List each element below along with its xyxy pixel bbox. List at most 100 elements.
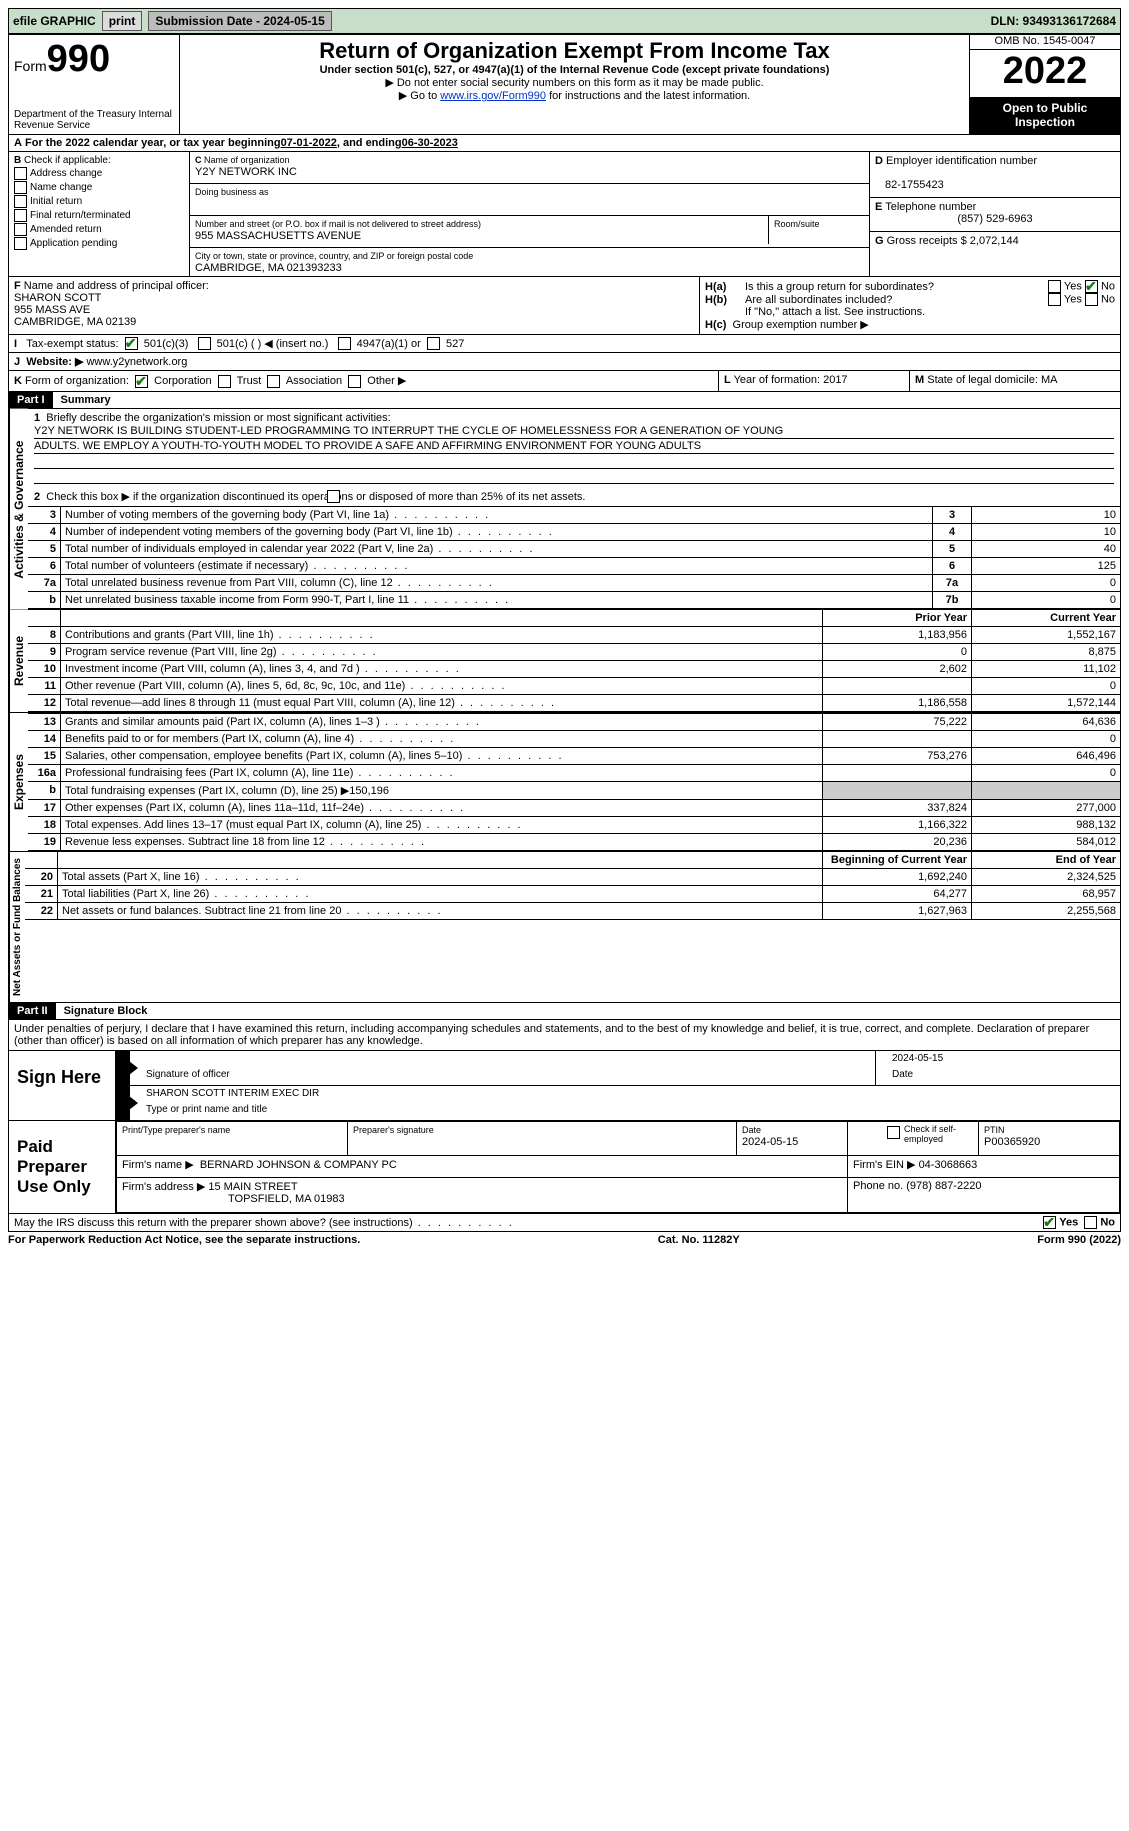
section-b-through-g: B Check if applicable: Address change Na… bbox=[8, 152, 1121, 277]
period-pre: For the 2022 calendar year, or tax year … bbox=[25, 137, 281, 149]
hb-yes-checkbox[interactable] bbox=[1048, 293, 1061, 306]
org-street: 955 MASSACHUSETTS AVENUE bbox=[195, 230, 361, 242]
net-table: Beginning of Current Year End of Year 20… bbox=[25, 852, 1120, 920]
note-ssn: Do not enter social security numbers on … bbox=[185, 76, 964, 89]
part1-gov-section: Activities & Governance 1 Briefly descri… bbox=[8, 409, 1121, 611]
efile-label: efile GRAPHIC bbox=[13, 14, 96, 28]
discuss-row: May the IRS discuss this return with the… bbox=[8, 1214, 1121, 1232]
discuss-no-checkbox[interactable] bbox=[1084, 1216, 1097, 1229]
dept-treasury: Department of the Treasury Internal Reve… bbox=[14, 109, 174, 131]
527-checkbox[interactable] bbox=[427, 337, 440, 350]
vert-revenue: Revenue bbox=[9, 610, 28, 712]
corp-checkbox[interactable] bbox=[135, 375, 148, 388]
name-change-checkbox[interactable] bbox=[14, 181, 27, 194]
row-k-l-m: K Form of organization: Corporation Trus… bbox=[8, 371, 1121, 392]
ha-yes-checkbox[interactable] bbox=[1048, 280, 1061, 293]
exp-table: 13 Grants and similar amounts paid (Part… bbox=[28, 713, 1120, 851]
pointer-icon bbox=[116, 1086, 130, 1120]
gov-table: 3 Number of voting members of the govern… bbox=[28, 506, 1120, 609]
omb-number: OMB No. 1545-0047 bbox=[970, 35, 1120, 50]
form-header: Form990 Department of the Treasury Inter… bbox=[8, 34, 1121, 135]
app-pending-checkbox[interactable] bbox=[14, 237, 27, 250]
final-return-checkbox[interactable] bbox=[14, 209, 27, 222]
part1-rev-section: Revenue Prior Year Current Year 8 Contri… bbox=[8, 610, 1121, 713]
vert-netassets: Net Assets or Fund Balances bbox=[9, 852, 25, 1002]
part1-title: Summary bbox=[61, 394, 111, 406]
part1-header: Part I bbox=[9, 392, 53, 408]
efile-bar: efile GRAPHIC print Submission Date - 20… bbox=[8, 8, 1121, 34]
ha-no-checkbox[interactable] bbox=[1085, 280, 1098, 293]
box-h: H(a) Is this a group return for subordin… bbox=[700, 277, 1120, 334]
other-checkbox[interactable] bbox=[348, 375, 361, 388]
org-city: CAMBRIDGE, MA 021393233 bbox=[195, 262, 342, 274]
4947-checkbox[interactable] bbox=[338, 337, 351, 350]
page-footer: For Paperwork Reduction Act Notice, see … bbox=[8, 1234, 1121, 1246]
assoc-checkbox[interactable] bbox=[267, 375, 280, 388]
vert-governance: Activities & Governance bbox=[9, 409, 28, 610]
form-title: Return of Organization Exempt From Incom… bbox=[185, 38, 964, 64]
mission-line-2: ADULTS. WE EMPLOY A YOUTH-TO-YOUTH MODEL… bbox=[34, 440, 1114, 454]
form-subtitle: Under section 501(c), 527, or 4947(a)(1)… bbox=[185, 64, 964, 76]
vert-expenses: Expenses bbox=[9, 713, 28, 851]
address-change-checkbox[interactable] bbox=[14, 167, 27, 180]
part2-title: Signature Block bbox=[64, 1005, 148, 1017]
part2-header: Part II bbox=[9, 1003, 56, 1019]
period-begin: 07-01-2022 bbox=[281, 137, 337, 149]
sig-date: 2024-05-15 bbox=[892, 1053, 1112, 1069]
officer-printed-name: SHARON SCOTT INTERIM EXEC DIR bbox=[146, 1088, 1112, 1104]
ptin: P00365920 bbox=[984, 1136, 1040, 1148]
box-c: C Name of organization Y2Y NETWORK INC D… bbox=[190, 152, 870, 276]
paid-preparer-label: Paid Preparer Use Only bbox=[9, 1121, 116, 1213]
initial-return-checkbox[interactable] bbox=[14, 195, 27, 208]
box-b-label: Check if applicable: bbox=[24, 155, 111, 166]
note-goto-pre: Go to bbox=[399, 90, 440, 102]
state-domicile: MA bbox=[1041, 374, 1058, 386]
box-f: F Name and address of principal officer:… bbox=[9, 277, 700, 334]
pointer-icon bbox=[116, 1051, 130, 1085]
box-b: B Check if applicable: Address change Na… bbox=[9, 152, 190, 276]
l2-checkbox[interactable] bbox=[327, 490, 340, 503]
phone: (857) 529-6963 bbox=[875, 213, 1115, 225]
open-to-public: Open to Public Inspection bbox=[970, 97, 1121, 134]
year-formation: 2017 bbox=[823, 374, 847, 386]
part2-header-row: Part II Signature Block bbox=[8, 1003, 1121, 1020]
dba-label: Doing business as bbox=[195, 187, 269, 197]
org-name: Y2Y NETWORK INC bbox=[195, 166, 297, 178]
firm-phone: (978) 887-2220 bbox=[906, 1180, 981, 1192]
irs-link[interactable]: www.irs.gov/Form990 bbox=[440, 90, 546, 102]
part1-exp-section: Expenses 13 Grants and similar amounts p… bbox=[8, 713, 1121, 852]
part1-net-section: Net Assets or Fund Balances Beginning of… bbox=[8, 852, 1121, 1003]
form-label: Form bbox=[14, 58, 47, 74]
501c-checkbox[interactable] bbox=[198, 337, 211, 350]
rev-table: Prior Year Current Year 8 Contributions … bbox=[28, 610, 1120, 712]
officer-name: SHARON SCOTT bbox=[14, 292, 101, 304]
perjury-decl: Under penalties of perjury, I declare th… bbox=[9, 1020, 1120, 1051]
ein: 82-1755423 bbox=[875, 179, 944, 191]
hb-no-checkbox[interactable] bbox=[1085, 293, 1098, 306]
box-d-e-g: D Employer identification number 82-1755… bbox=[870, 152, 1120, 276]
501c3-checkbox[interactable] bbox=[125, 337, 138, 350]
tax-year: 2022 bbox=[970, 50, 1120, 93]
amended-return-checkbox[interactable] bbox=[14, 223, 27, 236]
dln: DLN: 93493136172684 bbox=[991, 14, 1116, 28]
trust-checkbox[interactable] bbox=[218, 375, 231, 388]
firm-ein: 04-3068663 bbox=[919, 1159, 978, 1171]
row-j: J Website: ▶ www.y2ynetwork.org bbox=[8, 353, 1121, 371]
mission-line-1: Y2Y NETWORK IS BUILDING STUDENT-LED PROG… bbox=[34, 425, 1114, 439]
signature-block: Under penalties of perjury, I declare th… bbox=[8, 1020, 1121, 1214]
print-button[interactable]: print bbox=[102, 11, 143, 31]
part1-header-row: Part I Summary bbox=[8, 392, 1121, 409]
row-i: I Tax-exempt status: 501(c)(3) 501(c) ( … bbox=[8, 335, 1121, 353]
period-mid: , and ending bbox=[337, 137, 402, 149]
period-end: 06-30-2023 bbox=[402, 137, 458, 149]
sign-here-label: Sign Here bbox=[9, 1051, 116, 1120]
section-f-h: F Name and address of principal officer:… bbox=[8, 277, 1121, 335]
submission-date: Submission Date - 2024-05-15 bbox=[148, 11, 331, 31]
gross-receipts: 2,072,144 bbox=[970, 235, 1019, 247]
form-number: 990 bbox=[47, 38, 110, 80]
discuss-yes-checkbox[interactable] bbox=[1043, 1216, 1056, 1229]
website: www.y2ynetwork.org bbox=[86, 356, 187, 368]
row-a: A For the 2022 calendar year, or tax yea… bbox=[8, 135, 1121, 152]
firm-name: BERNARD JOHNSON & COMPANY PC bbox=[200, 1159, 397, 1171]
self-employed-checkbox[interactable] bbox=[887, 1126, 900, 1139]
